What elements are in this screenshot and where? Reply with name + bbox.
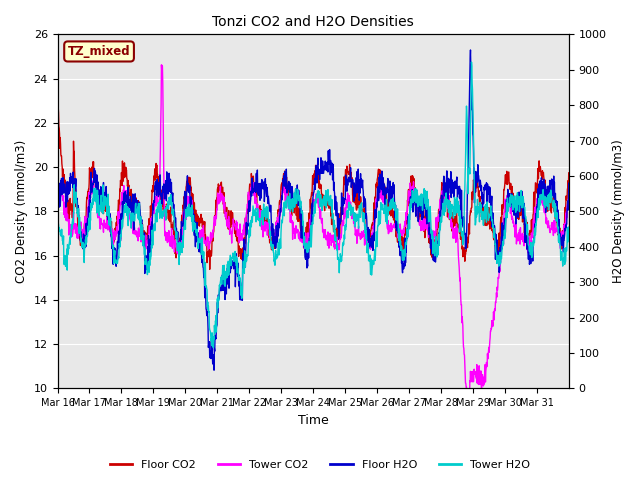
Text: TZ_mixed: TZ_mixed [68, 45, 131, 58]
X-axis label: Time: Time [298, 414, 328, 427]
Y-axis label: CO2 Density (mmol/m3): CO2 Density (mmol/m3) [15, 140, 28, 283]
Title: Tonzi CO2 and H2O Densities: Tonzi CO2 and H2O Densities [212, 15, 414, 29]
Y-axis label: H2O Density (mmol/m3): H2O Density (mmol/m3) [612, 140, 625, 283]
Legend: Floor CO2, Tower CO2, Floor H2O, Tower H2O: Floor CO2, Tower CO2, Floor H2O, Tower H… [105, 456, 535, 474]
